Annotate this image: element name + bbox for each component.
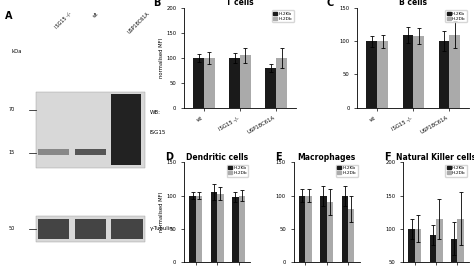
Bar <box>402 35 413 108</box>
Bar <box>36 92 145 168</box>
Y-axis label: normalised MFI: normalised MFI <box>159 38 164 78</box>
Bar <box>36 216 145 242</box>
Bar <box>196 195 202 262</box>
Bar <box>408 229 415 270</box>
Text: 70: 70 <box>8 107 15 112</box>
Text: ISG15: ISG15 <box>150 130 166 135</box>
Bar <box>451 239 457 270</box>
Bar <box>217 194 224 262</box>
Bar <box>193 58 204 108</box>
Bar <box>190 195 196 262</box>
Bar <box>265 68 276 108</box>
Bar <box>377 41 388 108</box>
Title: Macrophages: Macrophages <box>298 153 356 161</box>
Bar <box>438 41 449 108</box>
Bar <box>38 149 69 155</box>
Bar <box>320 195 327 262</box>
Text: wt: wt <box>92 11 100 18</box>
Bar <box>366 41 377 108</box>
Text: E: E <box>275 153 282 163</box>
Legend: H-2Kb, H-2Db: H-2Kb, H-2Db <box>227 165 248 177</box>
Legend: H-2Kb, H-2Db: H-2Kb, H-2Db <box>272 10 294 22</box>
Text: B: B <box>153 0 160 8</box>
Text: F: F <box>384 153 391 163</box>
Bar <box>111 94 141 166</box>
Title: B cells: B cells <box>400 0 428 7</box>
Bar <box>327 202 333 262</box>
Legend: H-2Kb, H-2Db: H-2Kb, H-2Db <box>446 165 467 177</box>
Title: T cells: T cells <box>226 0 254 7</box>
Bar <box>299 195 305 262</box>
Bar <box>240 55 251 108</box>
Title: Natural Killer cells: Natural Killer cells <box>396 153 474 161</box>
Text: A: A <box>5 11 12 21</box>
Bar <box>342 195 348 262</box>
Bar <box>211 192 217 262</box>
Bar <box>348 209 355 262</box>
Text: 50: 50 <box>8 227 15 231</box>
Bar <box>229 58 240 108</box>
Bar <box>276 58 287 108</box>
Bar <box>74 219 106 239</box>
Bar <box>430 235 436 270</box>
Title: Dendritic cells: Dendritic cells <box>186 153 248 161</box>
Bar <box>457 219 464 270</box>
Text: ISG15 -/-: ISG15 -/- <box>54 11 72 29</box>
Bar <box>305 195 312 262</box>
Bar <box>38 219 69 239</box>
Bar <box>204 58 215 108</box>
Text: γ-Tubulin: γ-Tubulin <box>150 227 173 231</box>
Bar <box>449 35 460 108</box>
Bar <box>413 36 424 108</box>
Bar <box>111 219 143 239</box>
Text: 15: 15 <box>8 150 15 155</box>
Legend: H-2Kb, H-2Db: H-2Kb, H-2Db <box>446 10 467 22</box>
Bar <box>415 229 421 270</box>
Bar <box>232 197 238 262</box>
Text: D: D <box>165 153 173 163</box>
Bar <box>436 219 443 270</box>
Text: WB:: WB: <box>150 110 161 115</box>
Legend: H-2Kb, H-2Db: H-2Kb, H-2Db <box>336 165 357 177</box>
Text: C: C <box>326 0 333 8</box>
Y-axis label: normalised MFI: normalised MFI <box>159 192 164 232</box>
Text: kDa: kDa <box>12 49 22 54</box>
Bar <box>74 149 106 155</box>
Text: USP18C61A: USP18C61A <box>127 11 151 35</box>
Bar <box>238 195 245 262</box>
